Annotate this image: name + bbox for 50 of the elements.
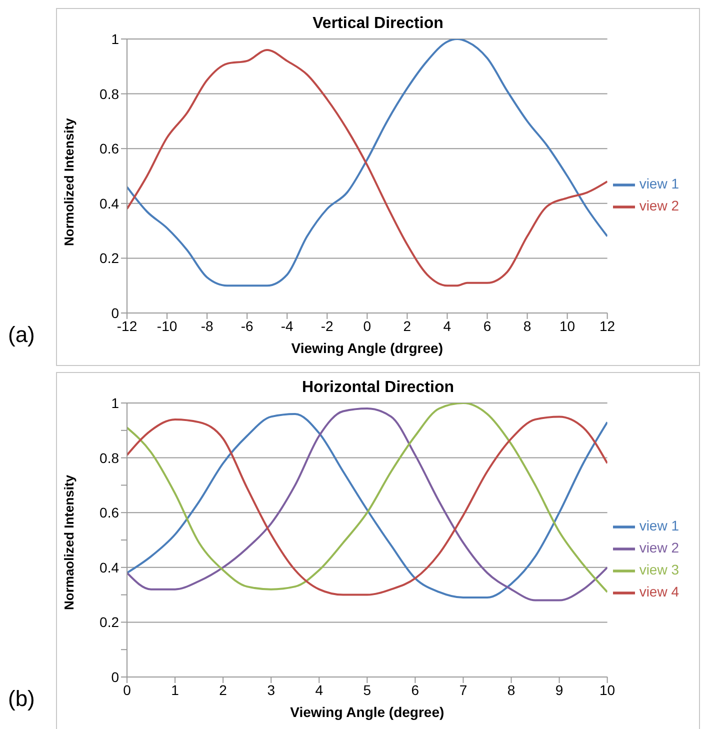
legend-label: view 1 bbox=[639, 176, 679, 192]
x-tick-label: 1 bbox=[171, 682, 180, 698]
y-tick-label: 0.4 bbox=[100, 195, 120, 212]
y-tick-label: 0 bbox=[111, 668, 120, 685]
chart-title: Horizontal Direction bbox=[302, 379, 454, 396]
x-tick-label: 9 bbox=[555, 682, 564, 698]
y-tick-label: 0.8 bbox=[100, 450, 120, 466]
legend-label: view 2 bbox=[639, 540, 679, 556]
x-tick-label: 6 bbox=[483, 318, 492, 334]
x-tick-label: -12 bbox=[116, 318, 138, 334]
x-tick-label: 8 bbox=[507, 682, 516, 698]
x-tick-label: -2 bbox=[320, 318, 334, 334]
y-axis-title: Normaolized Intensity bbox=[62, 474, 77, 610]
y-tick-label: 1 bbox=[111, 30, 120, 47]
x-tick-label: -10 bbox=[156, 318, 178, 334]
x-axis-title: Viewing Angle (degree) bbox=[290, 704, 444, 720]
text: (b) bbox=[8, 686, 35, 711]
x-tick-label: 0 bbox=[363, 318, 372, 334]
y-tick-label: 0.6 bbox=[100, 140, 120, 157]
x-tick-label: 5 bbox=[363, 682, 372, 698]
y-tick-label: 0.8 bbox=[100, 86, 120, 102]
y-tick-label: 1 bbox=[111, 394, 120, 411]
x-tick-label: 8 bbox=[523, 318, 532, 334]
x-tick-label: 10 bbox=[559, 318, 576, 334]
x-tick-label: 10 bbox=[600, 682, 616, 698]
y-axis-title: Normolized Intensity bbox=[62, 117, 77, 246]
chart-title: Vertical Direction bbox=[312, 15, 444, 32]
x-tick-label: 12 bbox=[600, 318, 616, 334]
text: (a) bbox=[8, 322, 35, 347]
x-tick-label: 2 bbox=[219, 682, 228, 698]
x-tick-label: 3 bbox=[267, 682, 276, 698]
legend-label: view 2 bbox=[639, 198, 679, 214]
x-tick-label: 2 bbox=[403, 318, 412, 334]
legend-label: view 1 bbox=[639, 518, 679, 534]
y-tick-label: 0.2 bbox=[100, 250, 120, 266]
y-tick-label: 0.2 bbox=[100, 614, 120, 630]
y-tick-label: 0.6 bbox=[100, 504, 120, 521]
x-tick-label: -8 bbox=[200, 318, 214, 334]
x-tick-label: 7 bbox=[459, 682, 468, 698]
x-tick-label: 0 bbox=[123, 682, 132, 698]
y-tick-label: 0 bbox=[111, 304, 120, 321]
x-tick-label: -6 bbox=[240, 318, 254, 334]
y-tick-label: 0.4 bbox=[100, 559, 120, 576]
x-tick-label: 6 bbox=[411, 682, 420, 698]
x-axis-title: Viewing Angle (drgree) bbox=[291, 340, 444, 356]
x-tick-label: 4 bbox=[315, 682, 324, 698]
x-tick-label: 4 bbox=[443, 318, 452, 334]
x-tick-label: -4 bbox=[280, 318, 294, 334]
legend-label: view 3 bbox=[639, 562, 679, 578]
legend-label: view 4 bbox=[639, 584, 679, 600]
